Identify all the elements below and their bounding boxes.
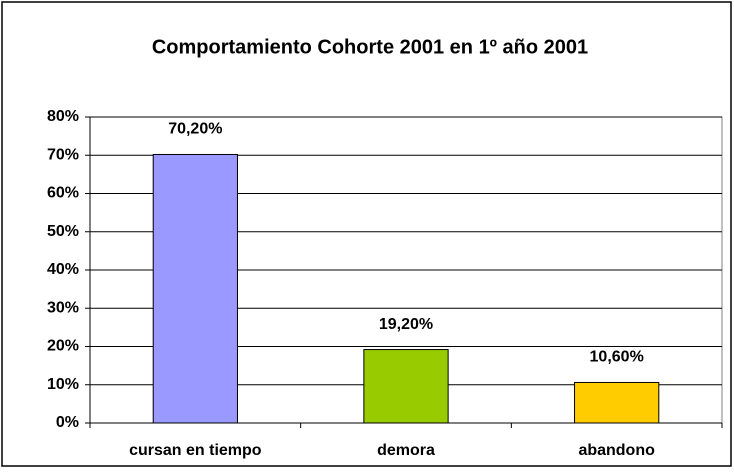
data-label: 10,60% [590,349,644,366]
y-tick-label: 50% [47,223,79,240]
chart-title: Comportamiento Cohorte 2001 en 1º año 20… [152,36,588,58]
data-label: 19,20% [379,316,433,333]
y-tick-label: 70% [47,146,79,163]
y-tick-label: 30% [47,299,79,316]
x-tick-label: demora [377,442,435,459]
bar [152,153,238,424]
y-tick-label: 20% [47,338,79,355]
data-label: 70,20% [168,121,222,138]
y-tick-label: 60% [47,185,79,202]
x-tick-label: cursan en tiempo [129,442,262,459]
y-tick-label: 10% [47,376,79,393]
x-tick-label: abandono [578,442,655,459]
y-tick-label: 40% [47,261,79,278]
bar [363,349,449,424]
y-tick-label: 0% [56,414,79,431]
bar [574,381,660,424]
y-tick-label: 80% [47,108,79,125]
